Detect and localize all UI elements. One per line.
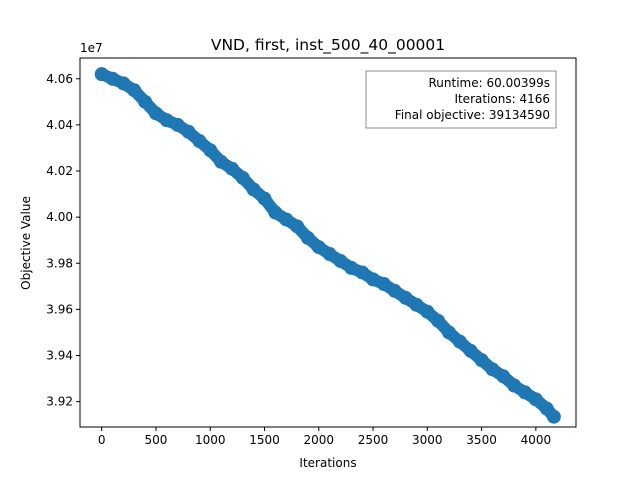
- legend-final-objective: Final objective: 39134590: [395, 108, 550, 122]
- info-legend: Runtime: 60.00399s Iterations: 4166 Fina…: [365, 70, 557, 129]
- x-axis-ticks: 0 500 1000 1500 2000 2500 3000 3500 4000: [98, 427, 551, 447]
- x-tick-label: 1500: [249, 433, 280, 447]
- x-tick-label: 4000: [521, 433, 552, 447]
- x-tick-label: 0: [98, 433, 106, 447]
- y-tick-label: 3.96: [46, 302, 73, 316]
- y-tick-label: 3.98: [46, 256, 73, 270]
- x-tick-label: 3500: [466, 433, 497, 447]
- y-offset-label: 1e7: [80, 41, 103, 55]
- y-tick-label: 3.92: [46, 395, 73, 409]
- data-points: [94, 67, 561, 424]
- y-axis-label: Objective Value: [19, 196, 33, 290]
- x-tick-label: 3000: [412, 433, 443, 447]
- legend-runtime: Runtime: 60.00399s: [429, 76, 551, 90]
- x-tick-label: 2500: [358, 433, 389, 447]
- y-tick-label: 3.94: [46, 349, 73, 363]
- x-tick-label: 1000: [195, 433, 226, 447]
- x-tick-label: 2000: [304, 433, 335, 447]
- y-axis-ticks: 3.92 3.94 3.96 3.98 4.00 4.02 4.04 4.06: [46, 72, 80, 409]
- chart-title: VND, first, inst_500_40_00001: [211, 36, 445, 55]
- y-tick-label: 4.06: [46, 72, 73, 86]
- y-tick-label: 4.02: [46, 164, 73, 178]
- x-axis-label: Iterations: [299, 456, 356, 470]
- plot-frame: [79, 57, 577, 428]
- series-trace: [95, 68, 560, 423]
- x-tick-label: 500: [145, 433, 168, 447]
- legend-iterations: Iterations: 4166: [454, 92, 550, 106]
- legend-box: [365, 70, 557, 129]
- y-tick-label: 4.04: [46, 118, 73, 132]
- y-tick-label: 4.00: [46, 210, 73, 224]
